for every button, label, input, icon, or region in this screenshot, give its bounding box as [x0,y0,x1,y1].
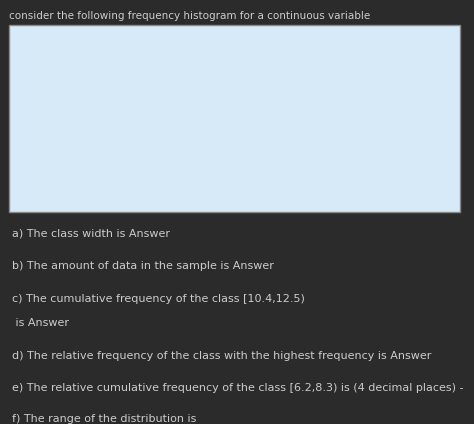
Text: 14: 14 [200,117,210,126]
Bar [280,164,329,195]
Text: a) The class width is Answer: a) The class width is Answer [12,229,170,239]
Text: d) The relative frequency of the class with the highest frequency is Answer: d) The relative frequency of the class w… [12,351,431,361]
Text: 8: 8 [152,149,158,158]
Bar [81,90,130,195]
Text: e) The relative cumulative frequency of the class [6.2,8.3) is (4 decimal places: e) The relative cumulative frequency of … [12,383,464,393]
Text: consider the following frequency histogram for a continuous variable: consider the following frequency histogr… [9,11,371,21]
Text: 2: 2 [401,180,407,189]
Text: 10: 10 [100,138,111,147]
Text: c) The cumulative frequency of the class [10.4,12.5): c) The cumulative frequency of the class… [12,294,305,304]
Bar [379,174,429,195]
Text: 3: 3 [301,175,308,184]
Bar [329,112,379,195]
Text: b) The amount of data in the sample is Answer: b) The amount of data in the sample is A… [12,261,273,271]
Text: //: // [48,203,56,213]
Bar [180,49,230,195]
Text: f) The range of the distribution is: f) The range of the distribution is [12,414,196,424]
Text: is Answer: is Answer [12,318,69,328]
Text: 11: 11 [249,133,261,142]
Bar [130,112,180,195]
Bar [230,80,280,195]
Text: 8: 8 [351,149,357,158]
